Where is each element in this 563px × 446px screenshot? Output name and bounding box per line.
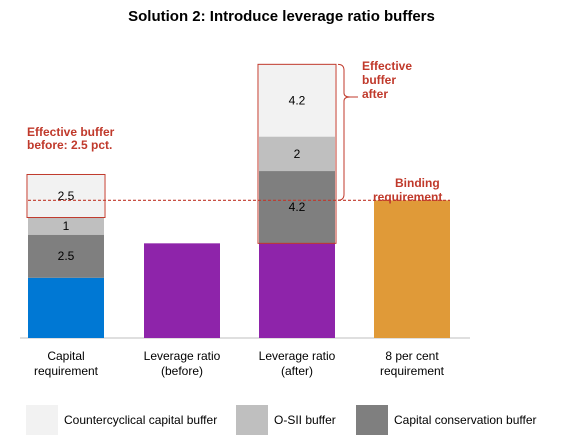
bar-segment — [28, 174, 104, 218]
annotation-effective-after-line2: buffer — [362, 73, 396, 87]
bar-segment — [28, 234, 104, 278]
legend-swatch-osii — [236, 405, 268, 435]
bar-value-label: 1 — [63, 219, 70, 233]
bar-value-label: 4.2 — [289, 93, 306, 107]
bar-segment — [259, 243, 335, 338]
x-tick-label: (after) — [281, 364, 313, 378]
chart-title: Solution 2: Introduce leverage ratio buf… — [128, 8, 435, 25]
legend-item-osii: O-SII buffer — [236, 405, 336, 435]
bar-value-label: 4.2 — [289, 200, 306, 214]
bar-segment — [259, 64, 335, 137]
annotation-binding-line1: Binding — [395, 176, 440, 190]
bar-value-label: 2 — [294, 147, 301, 161]
annotation-effective-before: Effective buffer before: 2.5 pct. — [27, 125, 115, 152]
legend-label-osii: O-SII buffer — [274, 413, 336, 427]
x-tick-label: Leverage ratio — [259, 349, 336, 363]
x-tick-label: requirement — [34, 364, 99, 378]
bar-segment — [374, 200, 450, 338]
legend-label-conservation: Capital conservation buffer — [394, 413, 537, 427]
annotation-effective-after-line1: Effective — [362, 59, 413, 73]
effective-buffer-after-box — [257, 63, 337, 244]
legend-item-conservation: Capital conservation buffer — [356, 405, 537, 435]
bar-value-label: 2.5 — [58, 249, 75, 263]
x-tick-label: requirement — [380, 364, 445, 378]
x-tick-label: Leverage ratio — [144, 349, 221, 363]
x-tick-label: (before) — [161, 364, 203, 378]
bar-segment — [28, 277, 104, 338]
bar-segment — [259, 171, 335, 244]
x-tick-label: Capital — [47, 349, 84, 363]
legend-label-countercyclical: Countercyclical capital buffer — [64, 413, 218, 427]
annotation-binding-line2: requirement — [373, 190, 443, 204]
legend-item-countercyclical: Countercyclical capital buffer — [26, 405, 217, 435]
x-tick-label: 8 per cent — [385, 349, 439, 363]
bar-segment — [28, 217, 104, 235]
bar-segment — [259, 136, 335, 172]
annotation-effective-after-line3: after — [362, 87, 389, 101]
effective-buffer-before-box — [26, 173, 106, 219]
legend-swatch-countercyclical — [26, 405, 58, 435]
legend-swatch-conservation — [356, 405, 388, 435]
effective-buffer-brace — [337, 63, 351, 201]
bar-value-label: 2.5 — [58, 189, 75, 203]
bar-segment — [144, 243, 220, 338]
